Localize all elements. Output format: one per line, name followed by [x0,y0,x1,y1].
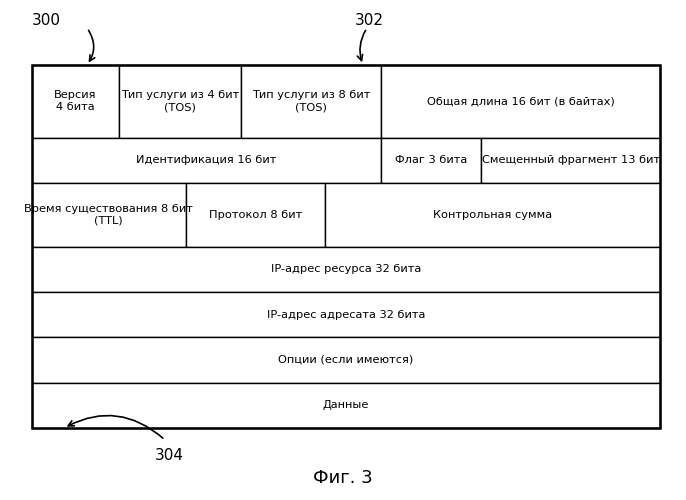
Bar [32,183,185,246]
Text: Флаг 3 бита: Флаг 3 бита [395,156,467,166]
Text: Тип услуги из 8 бит
(TOS): Тип услуги из 8 бит (TOS) [252,90,370,112]
Bar [32,65,660,428]
Bar [381,65,660,138]
Bar [325,183,660,246]
Text: IP-адрес ресурса 32 бита: IP-адрес ресурса 32 бита [271,264,421,274]
Text: Данные: Данные [323,400,369,410]
Text: Общая длина 16 бит (в байтах): Общая длина 16 бит (в байтах) [427,96,615,106]
Bar [32,382,660,428]
Text: Фиг. 3: Фиг. 3 [313,469,373,487]
Bar [32,246,660,292]
Bar [119,65,241,138]
Bar [32,65,119,138]
Text: Опции (если имеются): Опции (если имеются) [279,355,414,365]
Bar [185,183,325,246]
Text: Версия
4 бита: Версия 4 бита [54,90,97,112]
Text: Смещенный фрагмент 13 бит: Смещенный фрагмент 13 бит [482,156,660,166]
Text: 302: 302 [355,13,384,28]
Text: Тип услуги из 4 бит
(TOS): Тип услуги из 4 бит (TOS) [121,90,239,112]
Text: 304: 304 [155,448,184,463]
Text: Идентификация 16 бит: Идентификация 16 бит [137,156,276,166]
Bar [32,138,381,183]
Bar [381,138,482,183]
Bar [32,292,660,337]
Bar [241,65,381,138]
Text: Время существования 8 бит
(TTL): Время существования 8 бит (TTL) [24,204,193,226]
Text: 300: 300 [32,13,61,28]
Bar [482,138,660,183]
Text: Контрольная сумма: Контрольная сумма [433,210,552,220]
Bar [32,337,660,382]
Text: IP-адрес адресата 32 бита: IP-адрес адресата 32 бита [267,310,425,320]
Text: Протокол 8 бит: Протокол 8 бит [209,210,302,220]
